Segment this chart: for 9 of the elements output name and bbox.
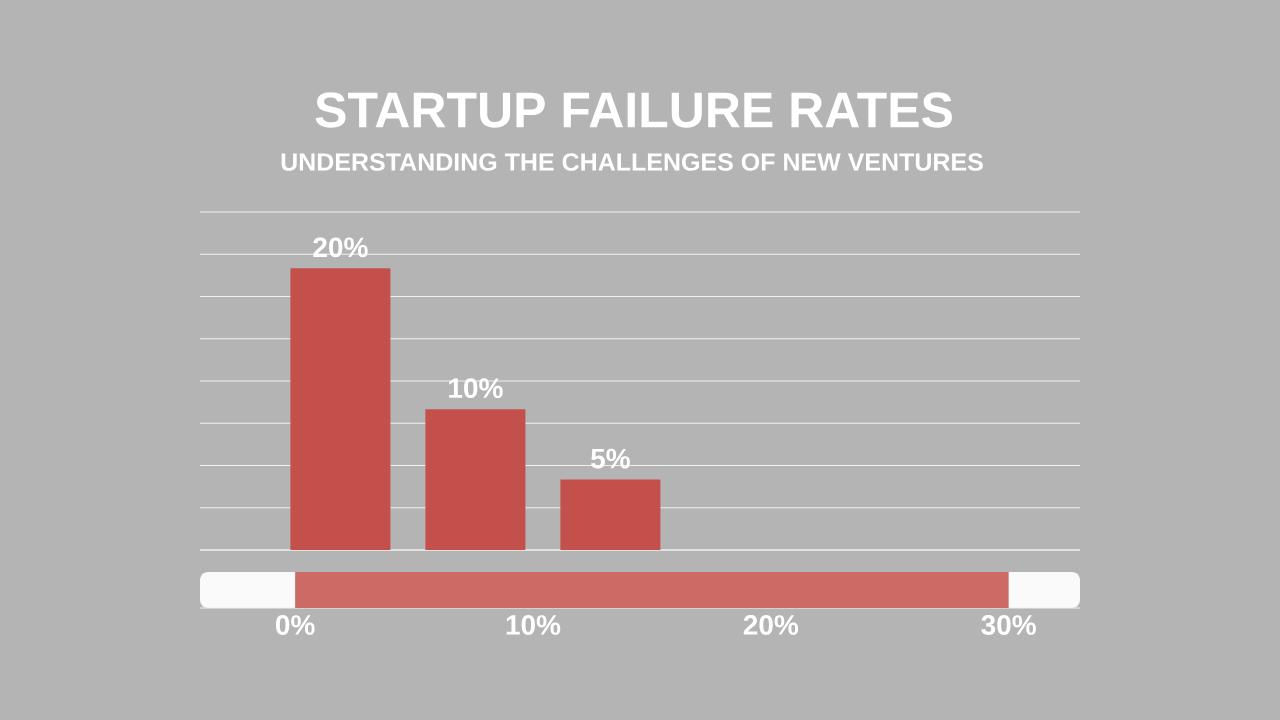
data-label: 20% (313, 237, 368, 258)
data-label: 5% (591, 448, 630, 469)
x-tick-label: 10% (506, 615, 561, 635)
chart-subtitle: UNDERSTANDING THE CHALLENGES OF NEW VENTURES (281, 153, 983, 171)
x-tick-label: 20% (743, 615, 799, 635)
data-label: 10% (449, 378, 503, 399)
chart-title: STARTUP FAILURE RATES (315, 92, 952, 128)
x-tick-label: 0% (276, 615, 315, 635)
x-tick-label: 30% (981, 615, 1036, 635)
